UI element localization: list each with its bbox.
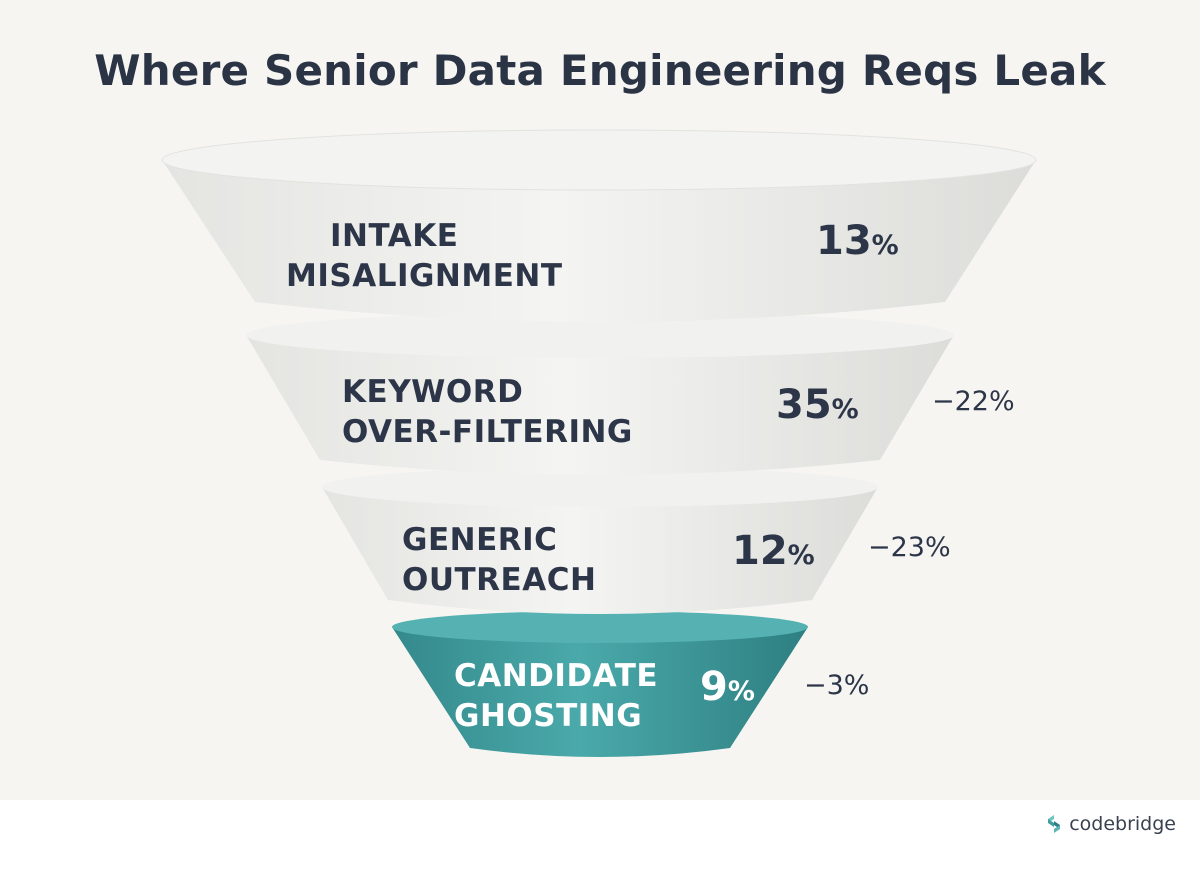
brand-name: codebridge [1069,813,1176,835]
stage-3-label-line2: OUTREACH [402,562,597,598]
stage-1-label-line2: MISALIGNMENT [286,258,563,294]
stage-2-delta: −22% [932,386,1015,417]
stage-3-percent-value: 12 [732,528,788,574]
stage-3-label-line1: GENERIC [402,522,558,558]
stage-3-percent-unit: % [787,540,815,571]
stage-1-label: INTAKE MISALIGNMENT [286,216,586,296]
funnel-stage-intake-misalignment [161,129,1037,322]
brand: codebridge [1045,813,1176,835]
stage-2-percent-value: 35 [776,382,832,428]
stage-1-label-line1: INTAKE [330,218,459,254]
funnel-stage-candidate-ghosting [392,611,808,757]
funnel-stage-generic-outreach [322,467,878,614]
stage-3-delta: −23% [868,532,951,563]
stage-3-percent: 12% [732,528,815,574]
stage-4-label: CANDIDATE GHOSTING [454,656,684,736]
stage-4-percent: 9% [700,664,755,710]
funnel-diagram [161,129,1037,757]
stage-2-label-line2: OVER-FILTERING [342,414,633,450]
stage-2-label-line1: KEYWORD [342,374,524,410]
stage-3-label: GENERIC OUTREACH [402,520,662,600]
stage-1-percent-unit: % [871,230,899,261]
stage-4-label-line2: GHOSTING [454,698,643,734]
stage-4-percent-unit: % [727,676,755,707]
stage-4-percent-value: 9 [700,664,728,710]
stage-4-delta: −3% [804,670,870,701]
page-title: Where Senior Data Engineering Reqs Leak [94,46,1106,95]
stage-1-percent: 13% [816,218,899,264]
stage-2-label: KEYWORD OVER-FILTERING [342,372,642,452]
stage-2-percent-unit: % [831,394,859,425]
funnel-stage-keyword-over-filtering [246,312,954,475]
stage-1-percent-value: 13 [816,218,872,264]
stage-2-percent: 35% [776,382,859,428]
codebridge-logo-icon [1048,815,1061,833]
stage-4-label-line1: CANDIDATE [454,658,659,694]
